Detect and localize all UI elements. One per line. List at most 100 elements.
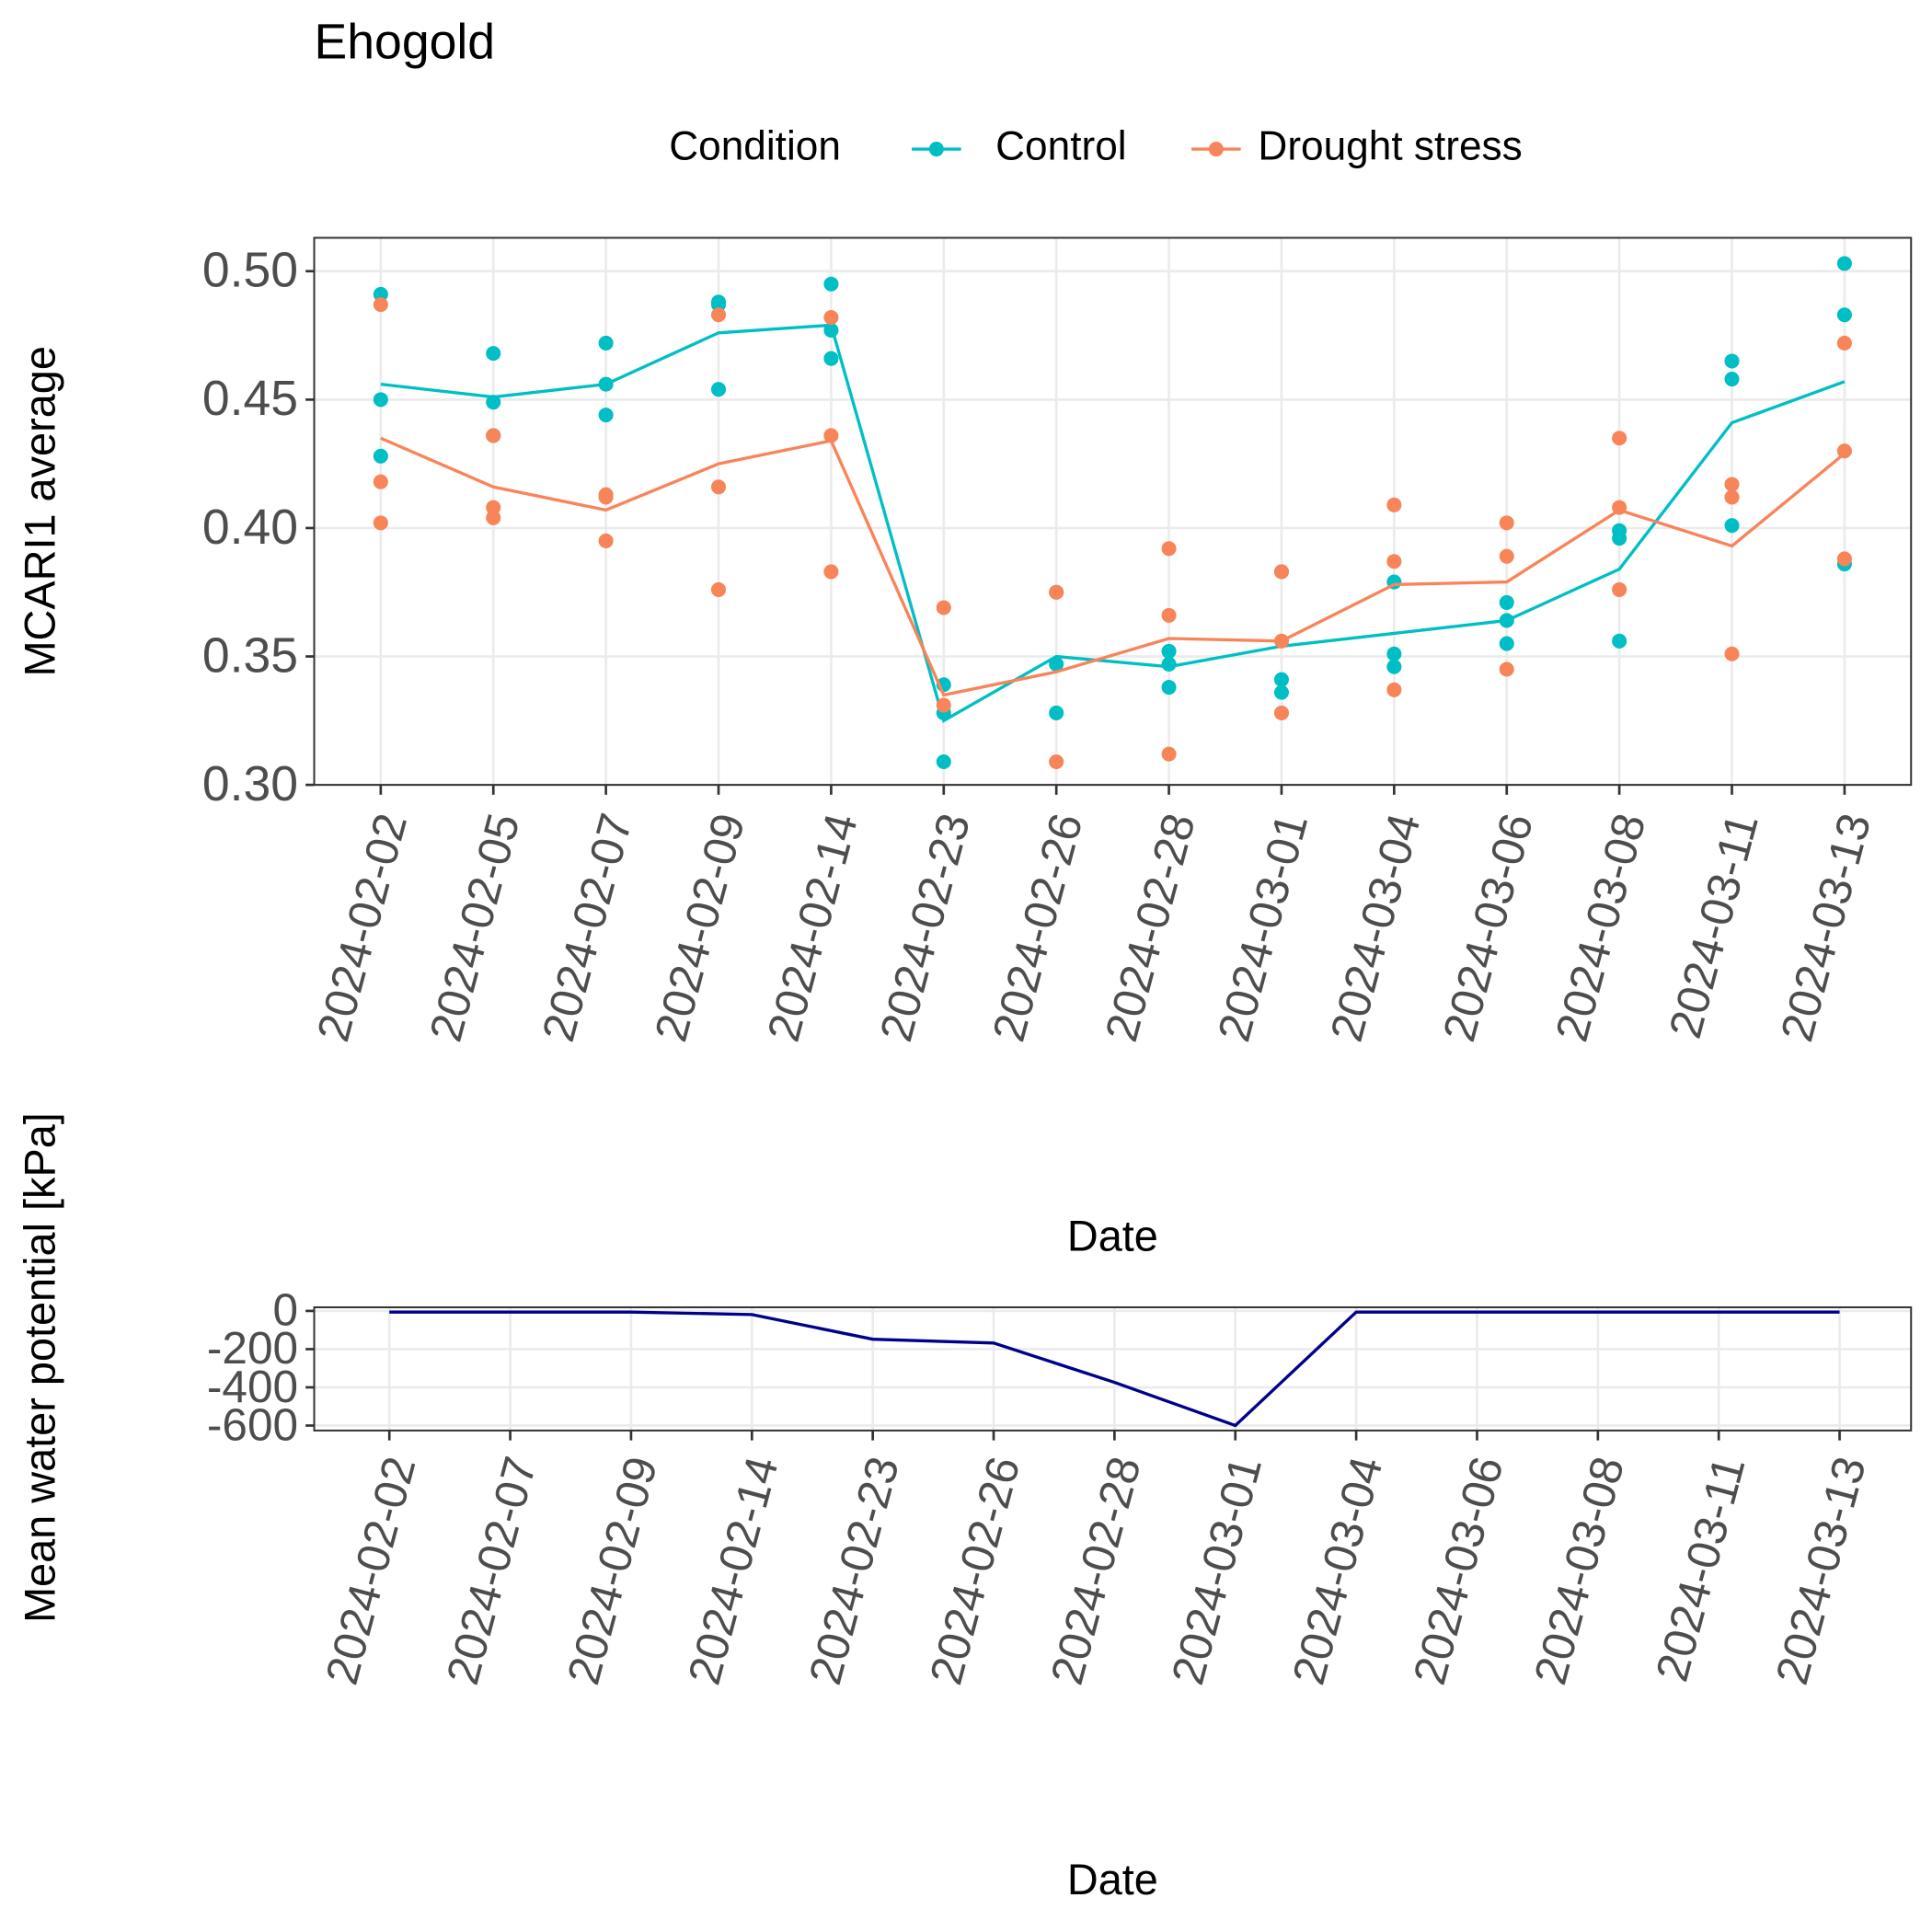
y-tick-label: 0.50 [202, 244, 298, 298]
y-tick-label: 0 [273, 1284, 299, 1336]
y-tick-label: 0.35 [202, 628, 298, 683]
data-point [1161, 746, 1177, 762]
data-point [1386, 646, 1402, 661]
data-point [1724, 489, 1740, 505]
y-tick-label: -400 [207, 1361, 298, 1412]
data-point [373, 392, 388, 408]
x-tick-label: 2024-02-02 [316, 1451, 426, 1689]
y-tick-label: 0.40 [202, 500, 298, 555]
legend-marker [928, 142, 944, 157]
data-point [1612, 531, 1627, 546]
data-point [710, 382, 727, 397]
data-point [1161, 680, 1177, 696]
data-point [1273, 672, 1289, 687]
data-point [1724, 371, 1740, 387]
data-point [823, 351, 839, 366]
data-point [936, 600, 951, 615]
x-tick-label: 2024-03-04 [1320, 808, 1431, 1046]
data-point [1049, 753, 1064, 770]
data-point [936, 697, 951, 713]
data-point [823, 322, 839, 339]
data-point [1499, 636, 1514, 651]
data-point [1836, 256, 1852, 271]
data-point [373, 297, 388, 313]
x-axis-title: Date [1067, 1856, 1158, 1903]
chart-title: Ehogold [315, 16, 496, 70]
data-point [1273, 705, 1289, 720]
data-point [1386, 497, 1402, 512]
data-point [1273, 684, 1289, 700]
data-point [1273, 633, 1289, 649]
x-tick-label: 2024-02-26 [920, 1451, 1030, 1689]
data-point [1836, 307, 1852, 323]
x-axis-title: Date [1067, 1213, 1158, 1260]
data-point [1499, 594, 1514, 610]
data-point [1836, 335, 1852, 351]
x-tick-label: 2024-03-13 [1771, 808, 1881, 1046]
data-point [1386, 659, 1402, 674]
x-tick-label: 2024-03-11 [1659, 808, 1768, 1043]
data-point [1049, 656, 1064, 672]
data-point [373, 448, 388, 464]
legend-marker [1208, 142, 1224, 157]
data-point [1049, 584, 1064, 600]
data-point [1612, 431, 1627, 446]
x-tick-label: 2024-02-26 [983, 808, 1093, 1046]
x-tick-label: 2024-03-08 [1546, 808, 1656, 1046]
x-tick-label: 2024-03-01 [1208, 808, 1318, 1046]
y-axis-title: MCARI1 average [16, 346, 63, 676]
data-point [598, 489, 614, 505]
series-line [380, 436, 1846, 697]
data-point [823, 309, 839, 326]
data-point [1836, 443, 1852, 459]
panel-border [313, 1305, 1913, 1432]
data-point [1499, 661, 1514, 677]
data-point [823, 276, 839, 292]
data-point [1386, 554, 1402, 569]
legend-title: Condition [669, 124, 841, 169]
x-tick-label: 2024-02-14 [678, 1451, 788, 1689]
series-line [380, 323, 1846, 723]
data-point [486, 510, 501, 525]
data-point [1049, 705, 1064, 720]
data-point [710, 297, 727, 313]
data-point [1724, 646, 1740, 661]
x-tick-label: 2024-03-11 [1646, 1451, 1755, 1686]
data-point [373, 474, 388, 489]
data-point [598, 533, 614, 548]
data-point [1161, 541, 1177, 557]
y-tick-label: 0.30 [202, 757, 298, 811]
y-tick-label: 0.45 [202, 372, 298, 426]
x-tick-label: 2024-02-07 [436, 1451, 546, 1689]
data-point [1499, 548, 1514, 564]
data-point [1161, 643, 1177, 659]
y-tick-label: -200 [207, 1322, 298, 1374]
data-point [1724, 518, 1740, 534]
data-point [373, 515, 388, 531]
data-point [1612, 500, 1627, 515]
data-point [710, 581, 727, 597]
data-point [1386, 682, 1402, 697]
data-point [373, 286, 388, 302]
data-point [486, 428, 501, 443]
x-tick-label: 2024-02-28 [1041, 1451, 1151, 1689]
data-point [823, 428, 839, 443]
data-point [710, 307, 727, 323]
x-tick-label: 2024-03-06 [1403, 1451, 1513, 1689]
x-tick-label: 2024-02-28 [1095, 808, 1205, 1046]
panel-border [313, 236, 1913, 787]
x-tick-label: 2024-03-04 [1282, 1451, 1393, 1689]
data-point [598, 408, 614, 423]
x-tick-label: 2024-02-23 [799, 1451, 909, 1689]
x-tick-label: 2024-02-09 [558, 1451, 668, 1689]
legend-label: Drought stress [1258, 124, 1522, 169]
data-point [486, 395, 501, 410]
data-point [1161, 607, 1177, 623]
data-point [598, 335, 614, 351]
x-tick-label: 2024-02-02 [306, 808, 417, 1046]
data-point [1499, 515, 1514, 531]
x-tick-label: 2024-03-13 [1765, 1451, 1876, 1689]
data-point [1161, 656, 1177, 672]
y-axis-title: Mean water potential [kPa] [16, 1112, 63, 1623]
